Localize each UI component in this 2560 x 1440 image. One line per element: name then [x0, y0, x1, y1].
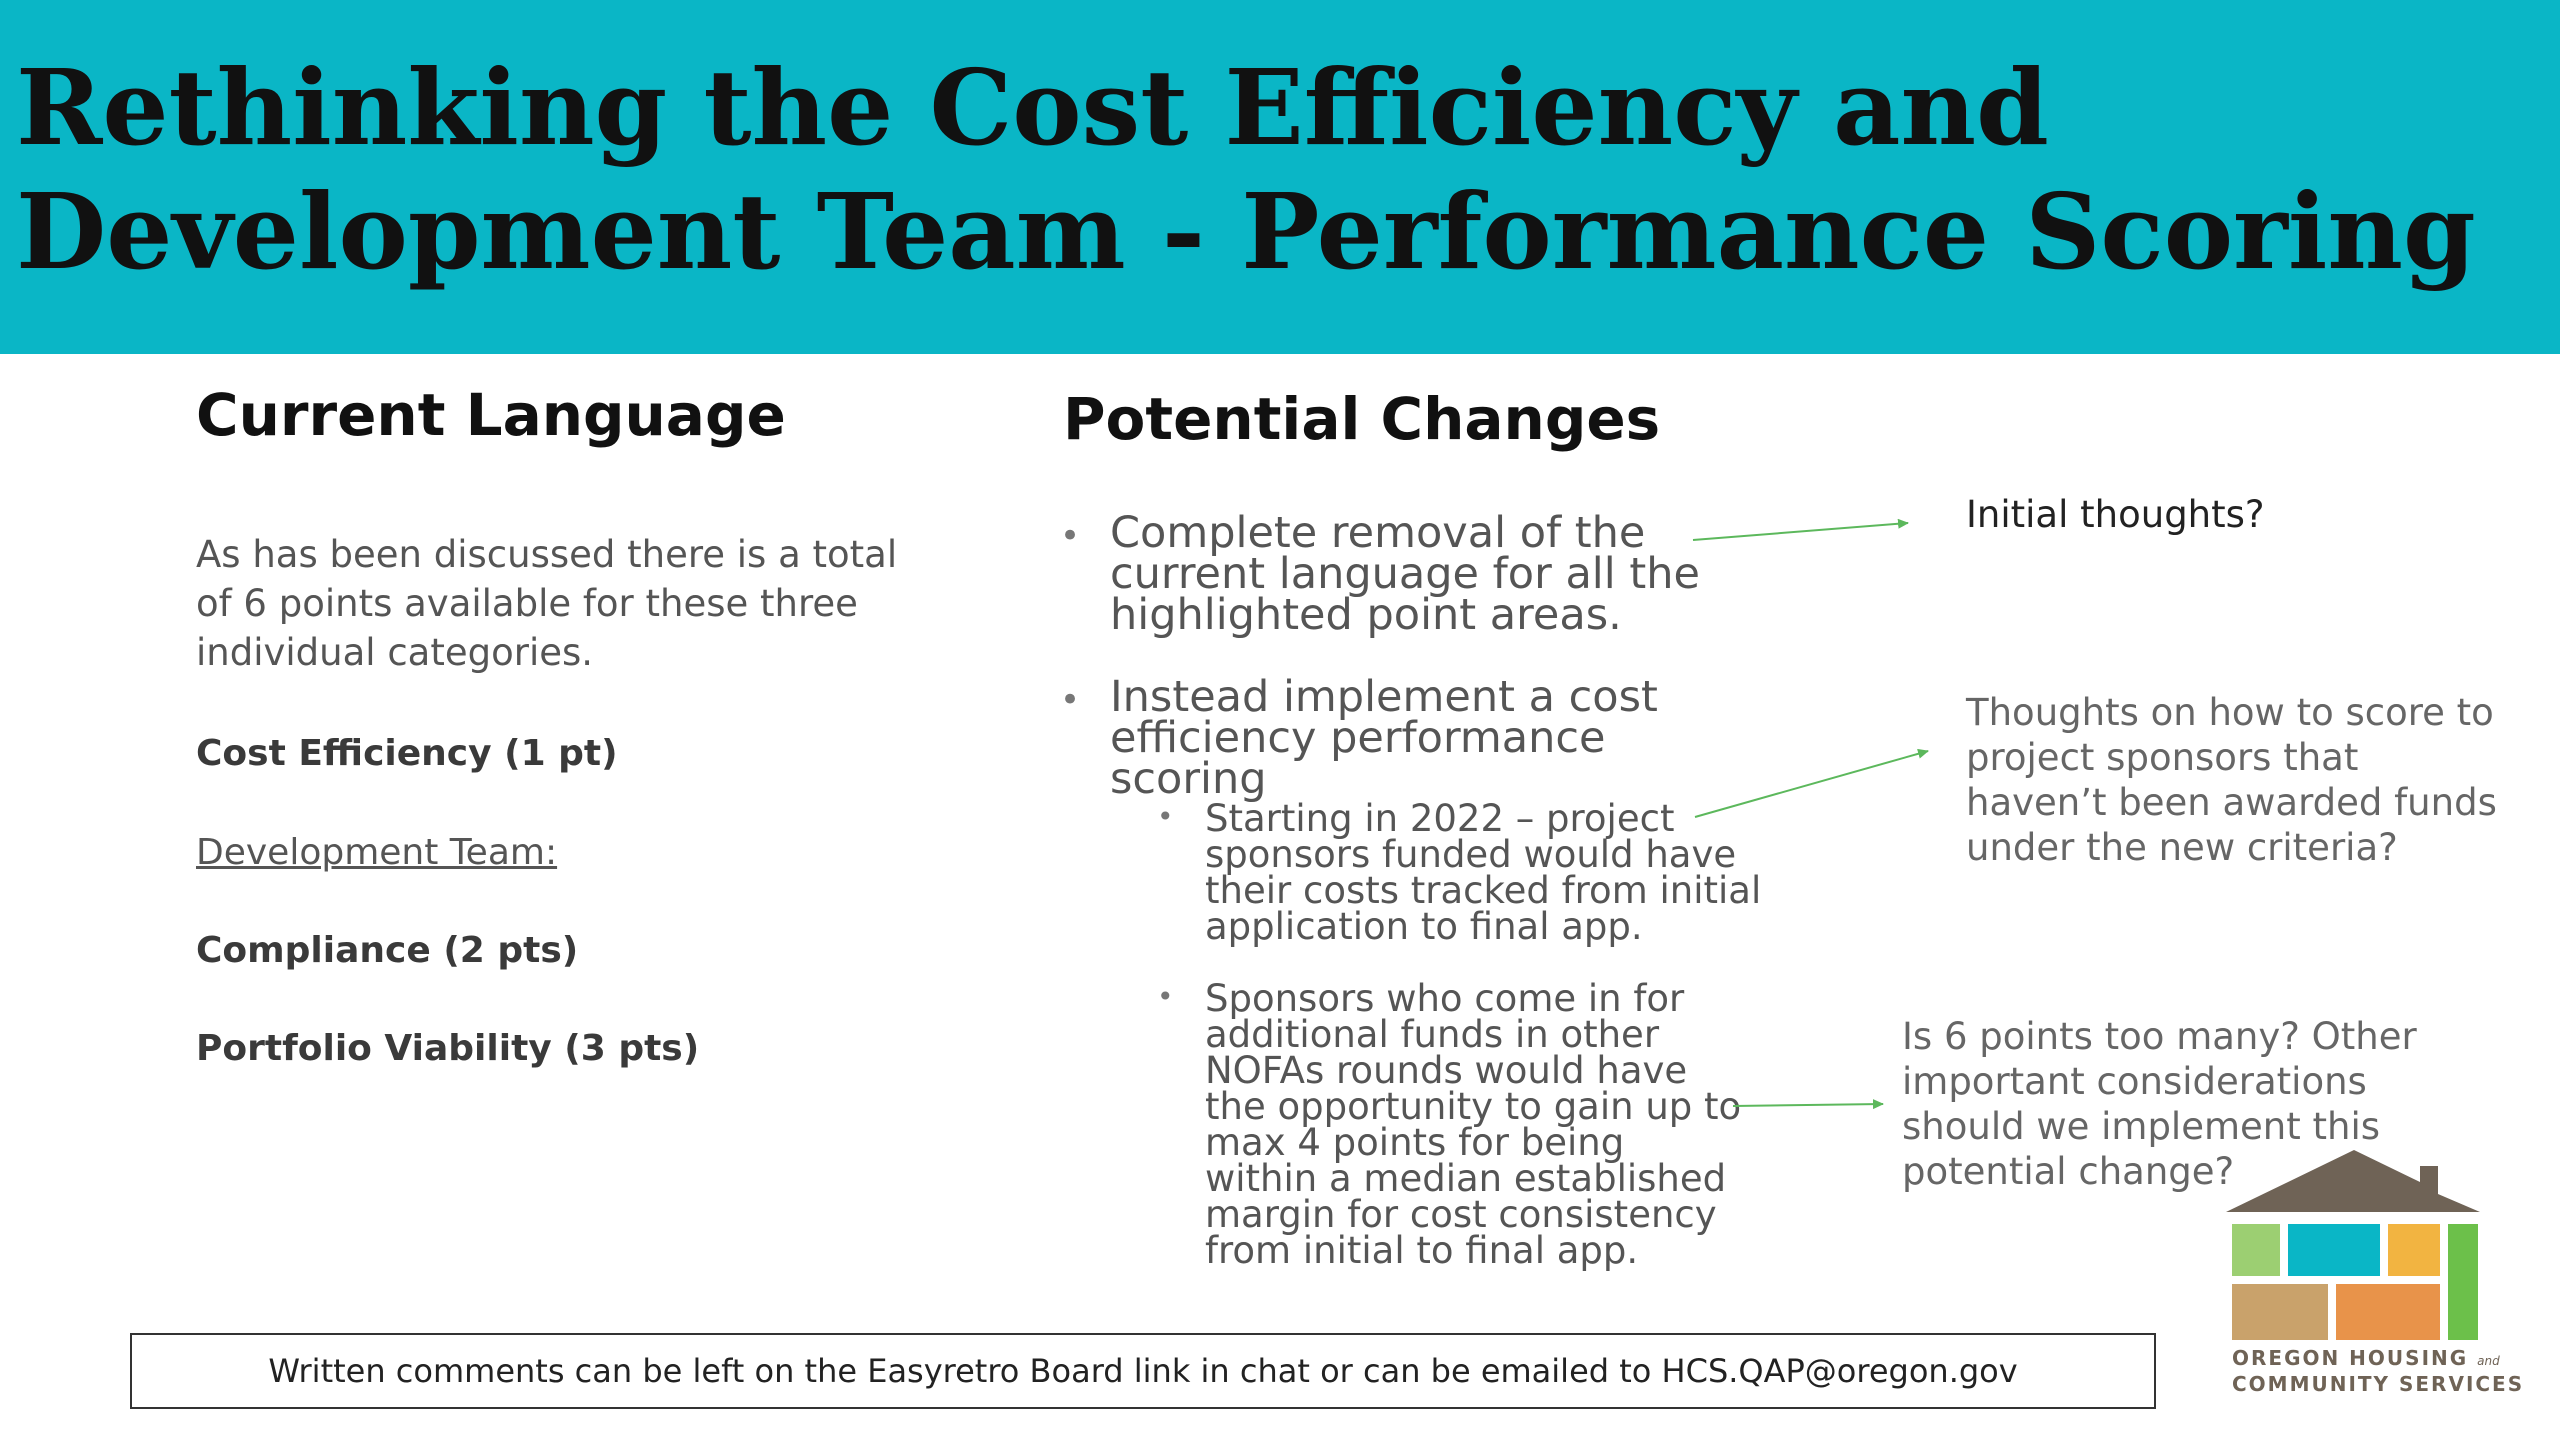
sub-bullet-additional-funds: Sponsors who come in for additional fund…: [1205, 977, 1742, 1272]
slide-title: Rethinking the Cost Efficiency and Devel…: [16, 46, 2516, 294]
title-banner: [0, 0, 2560, 354]
slide-title-line-1: Rethinking the Cost Efficiency and: [16, 46, 2049, 169]
note-scoring-thoughts: Thoughts on how to score to project spon…: [1966, 691, 2497, 869]
current-language-heading: Current Language: [196, 381, 786, 449]
logo-oregon-housing: OREGON HOUSING: [2232, 1346, 2469, 1370]
note-six-points: Is 6 points too many? Other important co…: [1902, 1015, 2417, 1193]
bullet-dot: •: [1060, 680, 1081, 720]
sub-bullet-dot: •: [1157, 800, 1174, 833]
arrow-to-scoring-thoughts: [1694, 748, 1929, 818]
note-initial-thoughts: Initial thoughts?: [1966, 493, 2265, 536]
portfolio-viability-label: Portfolio Viability (3 pts): [196, 1028, 700, 1069]
compliance-label: Compliance (2 pts): [196, 930, 579, 971]
cost-efficiency-label: Cost Efficiency (1 pt): [196, 733, 618, 774]
arrow-to-six-points: [1732, 1099, 1884, 1110]
slide-title-line-2: Development Team - Performance Scoring: [16, 170, 2476, 293]
bullet-removal: Complete removal of the current language…: [1110, 508, 1700, 640]
bullet-implement: Instead implement a cost efficiency perf…: [1110, 672, 1658, 804]
arrow-to-initial-thoughts: [1692, 518, 1909, 541]
sub-bullet-dot: •: [1157, 980, 1174, 1013]
bullet-dot: •: [1060, 516, 1081, 556]
sub-bullet-tracking: Starting in 2022 – project sponsors fund…: [1205, 797, 1762, 948]
logo-and: and: [2477, 1354, 2500, 1368]
footer-comments-box: Written comments can be left on the Easy…: [130, 1333, 2156, 1409]
house-logo-icon: [2226, 1150, 2480, 1340]
logo-text-line-1: OREGON HOUSING and: [2232, 1346, 2500, 1370]
current-language-intro: As has been discussed there is a total o…: [196, 533, 898, 674]
development-team-link[interactable]: Development Team:: [196, 832, 558, 873]
logo-text-line-2: COMMUNITY SERVICES: [2232, 1372, 2525, 1396]
footer-text: Written comments can be left on the Easy…: [268, 1352, 2018, 1390]
potential-changes-heading: Potential Changes: [1063, 385, 1661, 453]
